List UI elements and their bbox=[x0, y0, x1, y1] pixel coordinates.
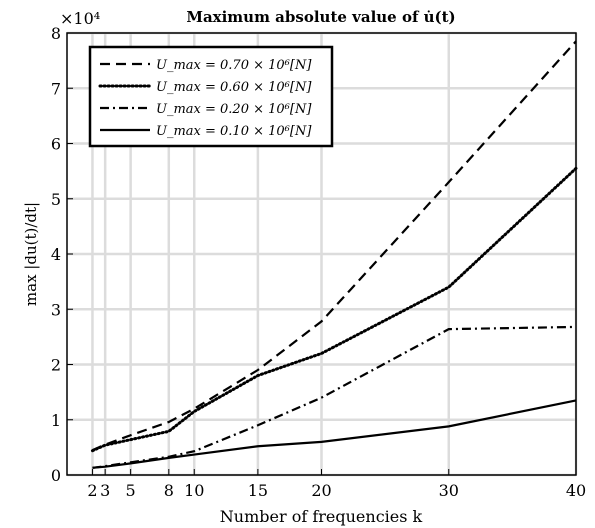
y-axis-label: max |du(t)/dt| bbox=[22, 202, 40, 306]
y-tick-label: 1 bbox=[51, 411, 61, 430]
x-tick-label: 2 bbox=[87, 481, 97, 500]
x-tick-label: 40 bbox=[566, 481, 586, 500]
series-lines bbox=[90, 40, 578, 469]
x-tick-label: 5 bbox=[126, 481, 136, 500]
x-tick-label: 10 bbox=[184, 481, 204, 500]
x-tick-label: 15 bbox=[248, 481, 268, 500]
y-tick-label: 2 bbox=[51, 356, 61, 375]
x-tick-labels: 2 3 5 8 10 15 20 30 40 bbox=[87, 481, 586, 500]
x-tick-label: 30 bbox=[439, 481, 459, 500]
y-tick-label: 3 bbox=[51, 300, 61, 319]
y-tick-label: 7 bbox=[51, 79, 61, 98]
series-line-solid bbox=[92, 399, 577, 469]
x-tick-label: 20 bbox=[311, 481, 331, 500]
y-tick-label: 0 bbox=[51, 466, 61, 485]
x-tick-label: 3 bbox=[100, 481, 110, 500]
legend-label: U_max = 0.10 × 10⁶[N] bbox=[156, 124, 312, 139]
y-tick-labels: 0 1 2 3 4 5 6 7 8 bbox=[51, 24, 61, 485]
tick-marks bbox=[67, 32, 577, 476]
legend-label: U_max = 0.60 × 10⁶[N] bbox=[156, 80, 312, 95]
legend: U_max = 0.70 × 10⁶[N] U_max = 0.60 × 10⁶[… bbox=[88, 45, 334, 148]
legend-label: U_max = 0.70 × 10⁶[N] bbox=[156, 58, 312, 73]
x-tick-label: 8 bbox=[164, 481, 174, 500]
y-tick-label: 6 bbox=[51, 135, 61, 154]
series-line-dotted bbox=[90, 166, 578, 453]
y-tick-label: 5 bbox=[51, 190, 61, 209]
chart-title: Maximum absolute value of u̇(t) bbox=[186, 8, 455, 26]
y-tick-label: 8 bbox=[51, 24, 61, 43]
legend-label: U_max = 0.20 × 10⁶[N] bbox=[156, 102, 312, 117]
y-exponent-label: ×10⁴ bbox=[60, 9, 100, 28]
x-axis-label: Number of frequencies k bbox=[220, 507, 423, 526]
series-line-dashed bbox=[92, 40, 577, 452]
y-tick-label: 4 bbox=[51, 245, 61, 264]
